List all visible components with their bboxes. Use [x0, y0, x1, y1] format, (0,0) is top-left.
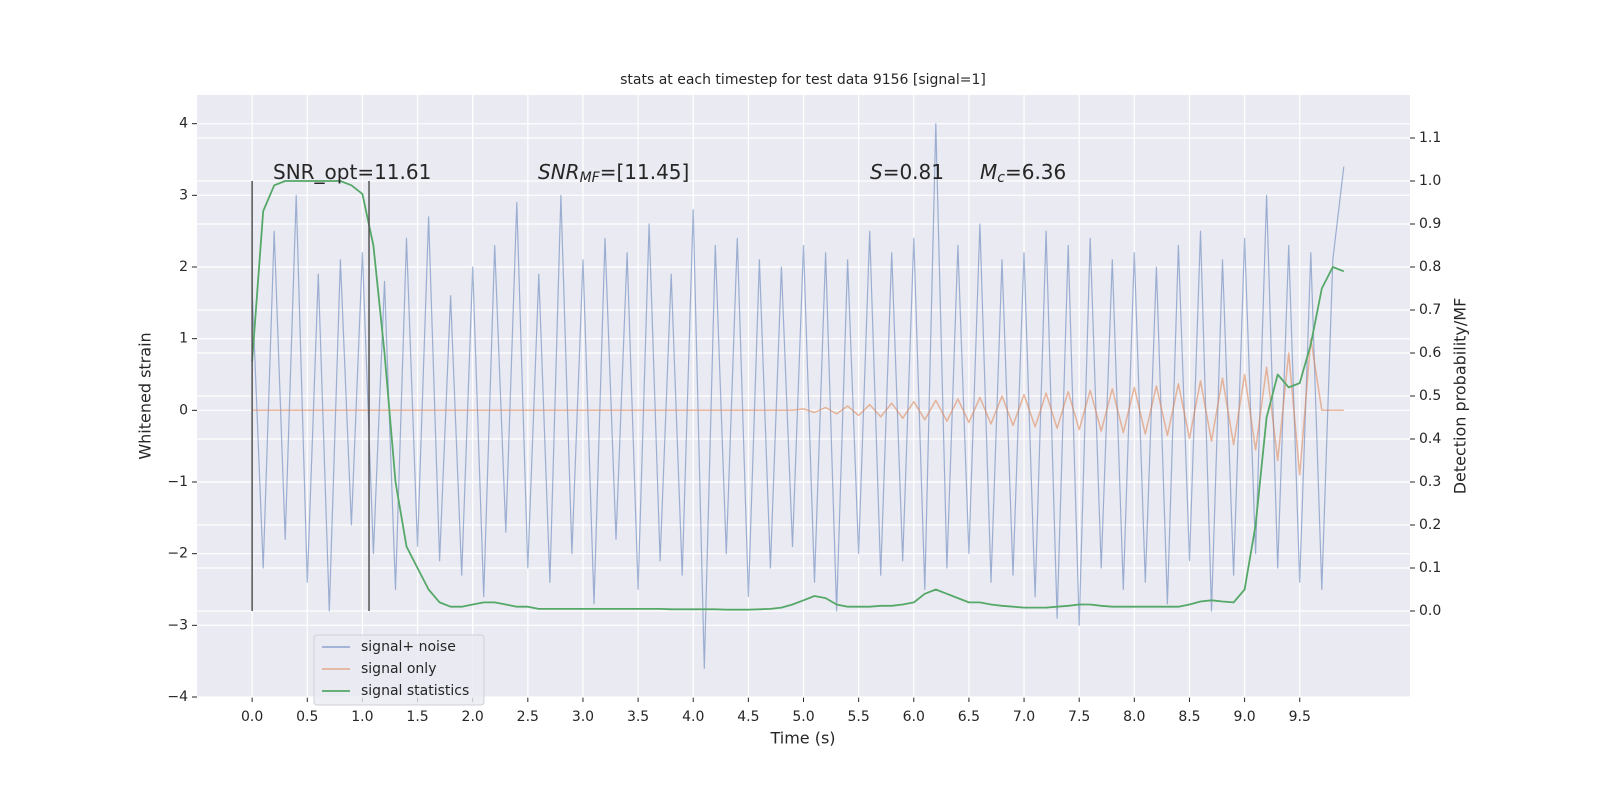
annotation-sub: MF: [580, 170, 601, 186]
x-tick-label: 0.0: [241, 709, 263, 725]
y-tick-label: −4: [167, 689, 188, 705]
x-tick-label: 5.0: [792, 709, 814, 725]
x-tick-label: 5.5: [848, 709, 870, 725]
x-tick-label: 4.0: [682, 709, 704, 725]
y2-tick-label: 0.0: [1419, 603, 1441, 619]
series-line: [251, 180, 1345, 611]
x-axis-label: Time (s): [769, 729, 835, 748]
annotation-math: SNR: [538, 160, 580, 184]
x-tick-label: 7.5: [1068, 709, 1090, 725]
annotation: SNR_opt=11.61: [273, 160, 431, 184]
y-tick-label: 3: [179, 187, 188, 203]
x-tick-label: 1.0: [351, 709, 373, 725]
annotation: SNRMF=[11.45]: [538, 160, 689, 187]
series-line: [251, 123, 1345, 669]
legend-label: signal+ noise: [361, 639, 456, 655]
y2-tick-label: 0.9: [1419, 216, 1441, 232]
x-tick-label: 7.0: [1013, 709, 1035, 725]
annotation: Mc=6.36: [980, 160, 1066, 187]
y-tick-label: 0: [179, 402, 188, 418]
y2-tick-label: 0.3: [1419, 474, 1441, 490]
y2-tick-label: 0.4: [1419, 431, 1441, 447]
annotation-text: SNR_opt=11.61: [273, 160, 431, 184]
x-tick-label: 9.5: [1289, 709, 1311, 725]
x-tick-label: 6.5: [958, 709, 980, 725]
x-tick-label: 3.0: [572, 709, 594, 725]
x-tick-label: 9.0: [1233, 709, 1255, 725]
x-tick-label: 3.5: [627, 709, 649, 725]
y2-tick-label: 1.0: [1419, 173, 1441, 189]
y2-tick-label: 0.5: [1419, 388, 1441, 404]
y2-tick-label: 0.7: [1419, 302, 1441, 318]
annotation-math: M: [980, 160, 997, 184]
chart-title: stats at each timestep for test data 915…: [620, 72, 986, 88]
y-tick-label: −1: [167, 474, 188, 490]
annotation: S=0.81: [870, 160, 944, 184]
x-tick-label: 8.0: [1123, 709, 1145, 725]
x-tick-label: 1.5: [406, 709, 428, 725]
y-tick-label: −3: [167, 617, 188, 633]
x-tick-label: 6.0: [903, 709, 925, 725]
x-tick-label: 2.5: [517, 709, 539, 725]
y2-tick-label: 0.8: [1419, 259, 1441, 275]
annotation-math: S: [870, 160, 883, 184]
legend-label: signal only: [361, 661, 436, 677]
annotation-text: =6.36: [1005, 160, 1066, 184]
y-axis-label: Whitened strain: [136, 332, 155, 459]
annotation-text: =0.81: [883, 160, 944, 184]
y-tick-label: 2: [179, 259, 188, 275]
annotation-text: =[11.45]: [600, 160, 690, 184]
y2-tick-label: 0.6: [1419, 345, 1441, 361]
x-tick-label: 8.5: [1178, 709, 1200, 725]
y2-tick-label: 0.1: [1419, 560, 1441, 576]
y2-tick-label: 1.1: [1419, 130, 1441, 146]
x-tick-label: 4.5: [737, 709, 759, 725]
y2-axis-label: Detection probability/MF: [1451, 298, 1470, 495]
x-tick-label: 0.5: [296, 709, 318, 725]
legend-box: [313, 634, 485, 706]
annotation-sub: c: [997, 170, 1005, 186]
legend-label: signal statistics: [361, 683, 469, 699]
y-tick-label: 4: [179, 116, 188, 132]
y2-tick-label: 0.2: [1419, 517, 1441, 533]
y-tick-label: 1: [179, 331, 188, 347]
y-tick-label: −2: [167, 546, 188, 562]
series-line: [252, 337, 1344, 476]
x-tick-label: 2.0: [462, 709, 484, 725]
